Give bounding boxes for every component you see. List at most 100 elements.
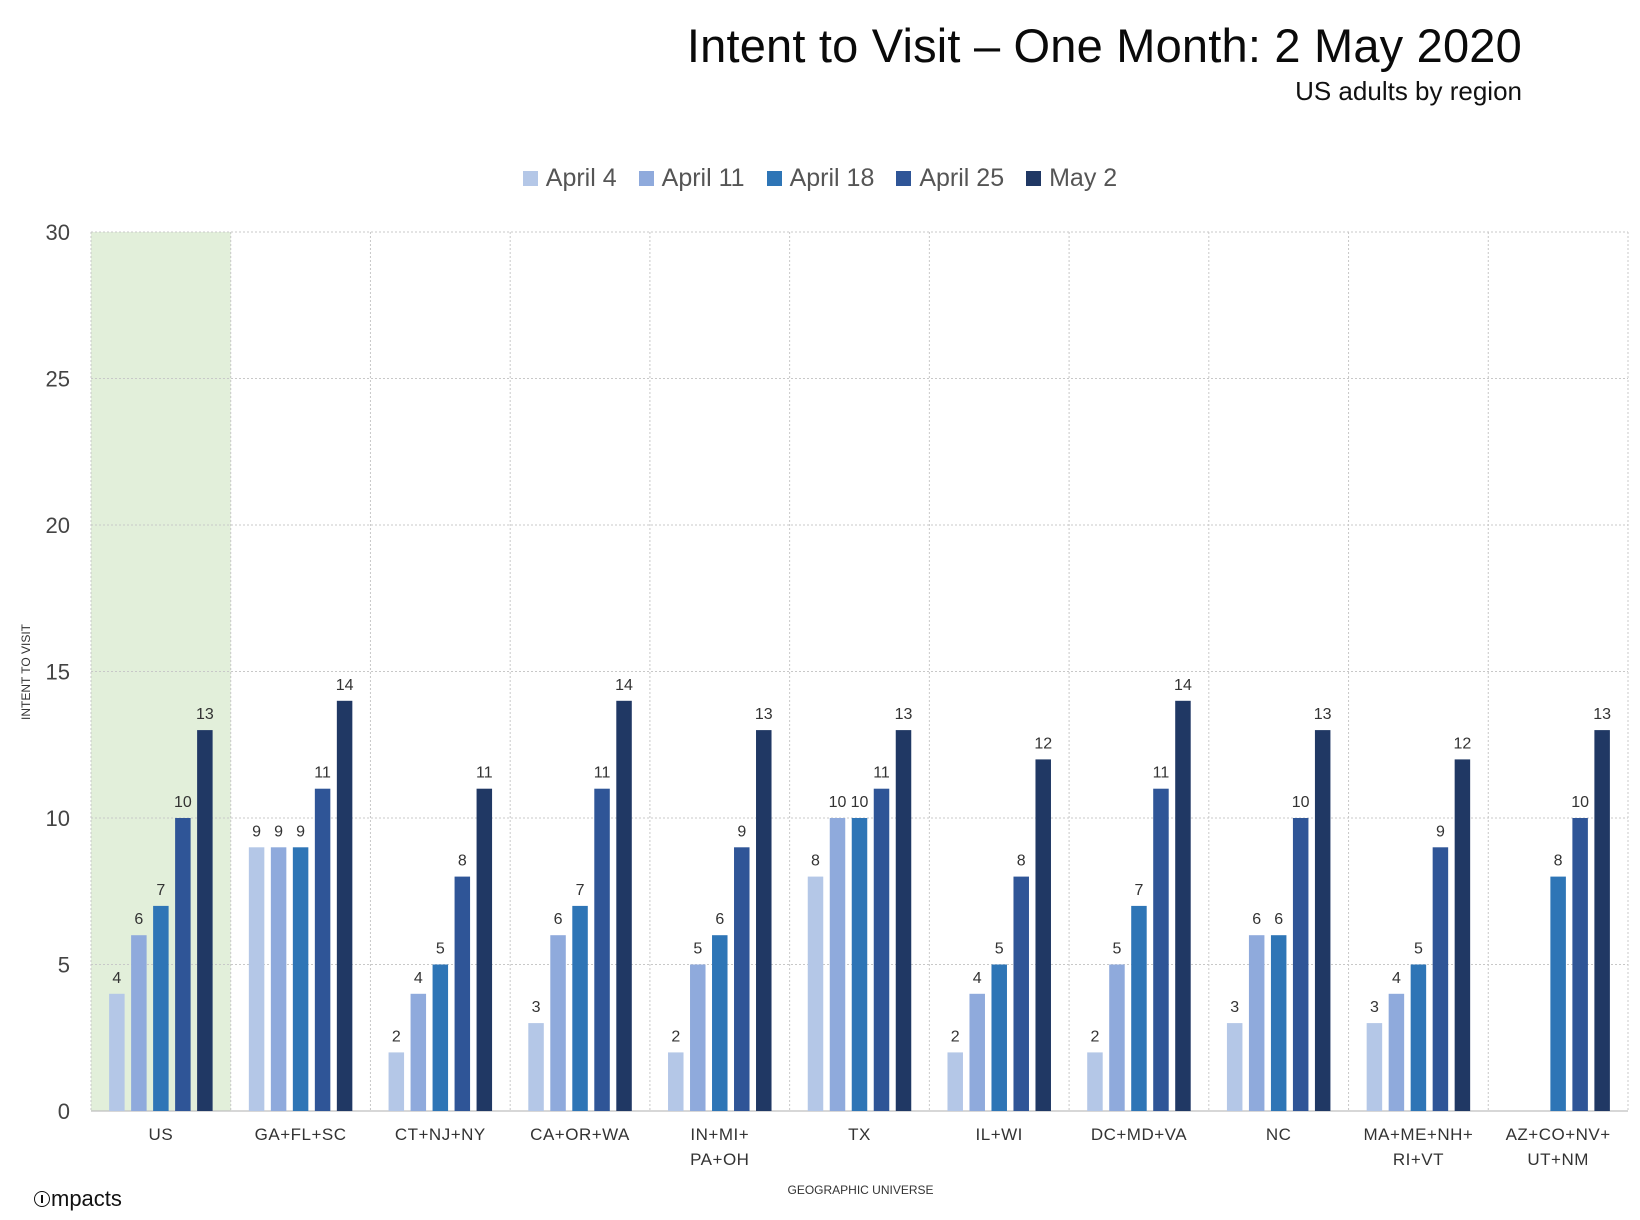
x-tick-label: DC+MD+VA [1091,1125,1187,1144]
y-tick-label: 15 [46,660,70,685]
bar [1388,993,1405,1111]
legend-label: May 2 [1049,164,1118,192]
data-label: 2 [951,1028,960,1045]
data-label: 6 [715,911,724,928]
x-axis-title: GEOGRAPHIC UNIVERSE [787,1183,933,1197]
legend-item: April 11 [638,164,745,193]
bar [1109,964,1125,1111]
bar [1131,905,1147,1111]
bar [690,964,706,1111]
x-tick-label: MA+ME+NH+ [1363,1125,1473,1144]
data-label: 10 [174,794,192,811]
data-label: 11 [594,765,611,782]
bar [851,818,868,1111]
legend-swatch [766,171,782,186]
chart-legend: April 4 April 11 April 18 April 25 May 2 [0,164,1640,193]
data-label: 5 [693,941,702,958]
legend-swatch [522,171,538,186]
bar [969,993,985,1111]
legend-label: April 4 [545,164,617,192]
bar [1550,876,1566,1111]
legend-item: May 2 [1026,164,1117,193]
data-label: 3 [1230,999,1239,1016]
data-label: 13 [1593,706,1611,723]
data-label: 4 [112,970,121,987]
bar [616,700,632,1111]
data-label: 12 [1034,735,1052,752]
bar [1226,1023,1243,1111]
data-label: 9 [252,823,261,840]
data-label: 14 [615,677,633,694]
data-label: 5 [1113,941,1122,958]
x-tick-label: UT+NM [1527,1150,1589,1169]
data-label: 13 [755,706,773,723]
data-label: 2 [1091,1028,1100,1045]
x-tick-label: RI+VT [1393,1150,1444,1169]
bar [153,905,169,1111]
x-tick-label: NC [1266,1125,1292,1144]
data-label: 8 [1017,853,1026,870]
bar [807,876,824,1111]
x-tick-label: AZ+CO+NV+ [1506,1125,1611,1144]
bar [292,847,309,1111]
x-tick-label: PA+OH [690,1150,749,1169]
bar [1013,876,1029,1111]
legend-label: April 18 [789,164,875,192]
data-label: 10 [851,794,869,811]
bar [314,788,331,1111]
bar [476,788,493,1111]
bar [1314,730,1331,1111]
data-label: 3 [532,999,541,1016]
bar [947,1052,963,1111]
bar [270,847,287,1111]
chart-title: Intent to Visit – One Month: 2 May 2020 [686,19,1522,72]
data-label: 7 [156,882,165,899]
bar [1572,818,1588,1111]
legend-item: April 25 [896,164,1004,193]
logo-text: mpacts [51,1186,122,1211]
bar [1454,759,1471,1111]
legend-label: April 11 [661,164,745,192]
y-tick-label: 5 [58,953,70,978]
bar [829,818,846,1111]
data-label: 4 [1392,970,1401,987]
data-label: 12 [1454,735,1472,752]
data-label: 2 [392,1028,401,1045]
bar [131,935,147,1111]
bar [410,993,427,1111]
data-label: 5 [995,941,1004,958]
data-label: 10 [1292,794,1310,811]
bar [432,964,449,1111]
bar [668,1052,684,1111]
data-label: 9 [737,823,746,840]
x-tick-label: IL+WI [976,1125,1023,1144]
impacts-logo: mpacts [34,1186,122,1212]
bar [1248,935,1265,1111]
bar [197,730,213,1111]
bar [175,818,191,1111]
data-label: 5 [1414,941,1423,958]
bar [388,1052,405,1111]
data-label: 13 [895,706,913,723]
legend-item: April 4 [522,164,617,193]
bar [712,935,728,1111]
data-label: 6 [1274,911,1283,928]
data-label: 6 [554,911,563,928]
data-label: 11 [1153,765,1170,782]
bar [756,730,772,1111]
bar [550,935,566,1111]
data-label: 2 [671,1028,680,1045]
y-axis-title: INTENT TO VISIT [19,623,33,720]
data-label: 10 [1571,794,1589,811]
bar [1153,788,1169,1111]
bar [734,847,750,1111]
x-tick-label: IN+MI+ [690,1125,749,1144]
bar [1594,730,1610,1111]
data-label: 13 [1314,706,1332,723]
x-tick-label: TX [848,1125,871,1144]
data-label: 5 [436,941,445,958]
data-label: 8 [1554,853,1563,870]
x-tick-label: CT+NJ+NY [395,1125,486,1144]
bar [1270,935,1287,1111]
